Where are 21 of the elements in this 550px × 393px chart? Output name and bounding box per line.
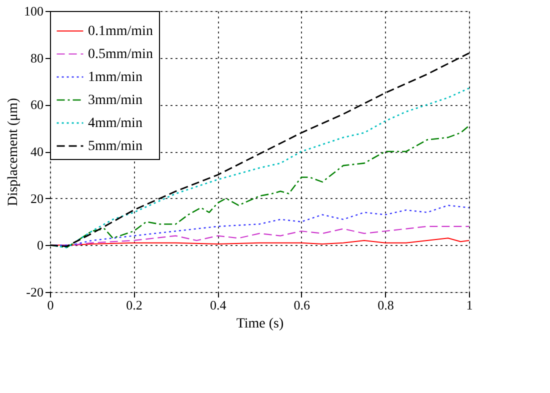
- x-tick-label: 0: [47, 298, 54, 312]
- legend-label: 0.1mm/min: [88, 24, 153, 39]
- legend-label: 0.5mm/min: [88, 47, 153, 62]
- y-axis-title: Displacement (μm): [6, 98, 21, 206]
- legend-label: 1mm/min: [88, 70, 142, 85]
- y-tick-label: 80: [30, 50, 44, 66]
- x-tick-label: 0.4: [210, 298, 227, 312]
- y-tick-label: 0: [37, 238, 44, 253]
- y-tick-label: 100: [24, 4, 44, 18]
- y-tick-label: -20: [26, 284, 44, 300]
- y-tick-label: 60: [30, 97, 44, 112]
- legend-label: 4mm/min: [88, 116, 142, 131]
- legend-label: 5mm/min: [88, 139, 142, 154]
- x-tick-label: 0.6: [294, 298, 311, 312]
- legend-label: 3mm/min: [88, 93, 142, 108]
- x-tick-label: 0.2: [126, 298, 142, 312]
- y-tick-label: 20: [30, 190, 44, 206]
- x-tick-label: 0.8: [378, 298, 394, 312]
- y-tick-label: 40: [30, 144, 44, 159]
- x-axis-title: Time (s): [236, 316, 284, 332]
- x-tick-label: 1: [466, 298, 473, 312]
